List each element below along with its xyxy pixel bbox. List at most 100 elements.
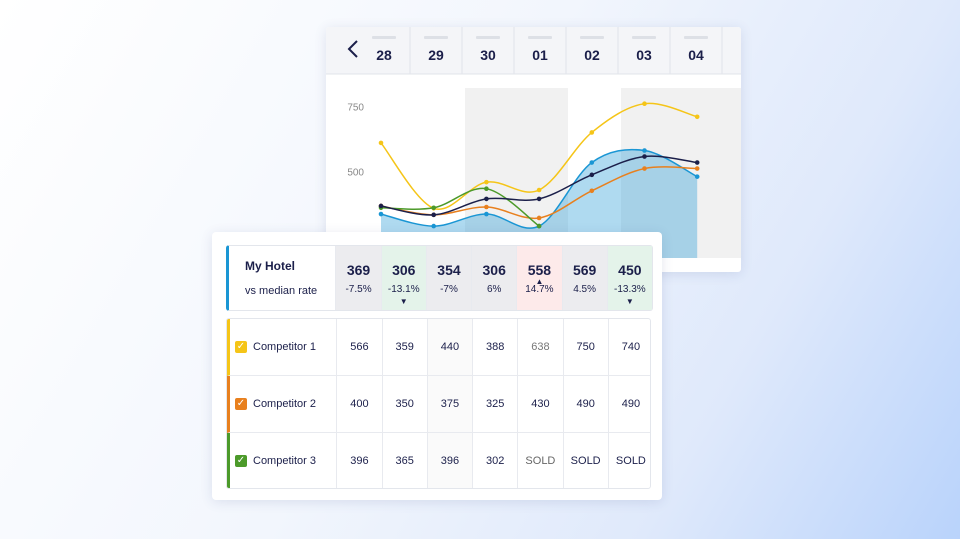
rate-cell: SOLD xyxy=(517,433,562,488)
chart-card: 28 29 30 01 02 03 04 500 750 xyxy=(326,27,741,272)
date-label: 28 xyxy=(376,47,392,63)
date-header xyxy=(326,27,741,74)
day-bar xyxy=(372,36,396,39)
rate-cell: 325 xyxy=(472,376,517,432)
y-tick-label: 750 xyxy=(347,102,364,113)
hotel-rate: 569 xyxy=(572,261,597,278)
day-bar xyxy=(684,36,708,39)
point xyxy=(694,114,700,120)
hotel-cell: 569 4.5% xyxy=(561,246,607,310)
rate-cell: 396 xyxy=(426,433,473,488)
rate-cell: 638 xyxy=(517,319,562,375)
rate-cell: 359 xyxy=(381,319,427,375)
point xyxy=(642,101,647,106)
competitor-label: ✓ Competitor 2 xyxy=(230,376,336,432)
weekend-shade xyxy=(621,88,741,258)
day-bar xyxy=(528,36,552,39)
rate-cell: 400 xyxy=(336,376,381,432)
hotel-cell: 354 -7% xyxy=(425,246,472,310)
rate-diff: 14.7% xyxy=(525,283,554,295)
hotel-cell: 369 -7.5% xyxy=(335,246,381,310)
hotel-rate: 354 xyxy=(437,261,461,278)
point xyxy=(642,154,647,159)
day-bar xyxy=(476,36,500,39)
y-tick-label: 500 xyxy=(347,168,364,179)
checkbox[interactable]: ✓ xyxy=(235,455,247,467)
rate-cell: 750 xyxy=(562,319,608,375)
day-bar xyxy=(580,36,604,39)
point xyxy=(484,179,489,185)
point xyxy=(536,196,542,202)
point xyxy=(431,212,436,218)
competitor-table: ✓ Competitor 1 566 359 440 388 638 750 740 ✓ Compe… xyxy=(226,318,651,489)
point xyxy=(484,186,489,191)
checkbox[interactable]: ✓ xyxy=(235,341,247,353)
point xyxy=(378,211,384,217)
hotel-cell: 558 14.7% ▲ xyxy=(516,246,562,310)
weekend-shade xyxy=(465,88,568,258)
point xyxy=(642,148,647,153)
point xyxy=(431,223,436,229)
rate-cell: 396 xyxy=(336,433,381,488)
date-label: 29 xyxy=(428,47,444,63)
hotel-cell: 306 -13.1% ▼ xyxy=(380,246,426,310)
point xyxy=(589,160,595,165)
rate-cell: 440 xyxy=(426,319,473,375)
date-label: 30 xyxy=(480,47,496,63)
hotel-rate: 306 xyxy=(482,261,506,278)
point xyxy=(589,188,595,194)
point xyxy=(484,196,489,202)
competitor-label: ✓ Competitor 3 xyxy=(230,433,336,488)
competitor-name: Competitor 3 xyxy=(253,455,316,467)
rate-cell: 375 xyxy=(426,376,473,432)
hotel-row: My Hotel vs median rate 369 -7.5% 306 -13.1% ▼… xyxy=(226,245,653,311)
rate-cell: 388 xyxy=(472,319,517,375)
rate-diff: -7.5% xyxy=(345,283,372,295)
point xyxy=(536,215,542,221)
line xyxy=(380,187,540,227)
trend-arrow: ▼ xyxy=(399,297,408,306)
rate-diff: 4.5% xyxy=(573,283,597,295)
point xyxy=(536,187,542,193)
rate-cell: 302 xyxy=(472,433,517,488)
point xyxy=(694,174,700,179)
rate-cell: 430 xyxy=(517,376,562,432)
hotel-rate: 369 xyxy=(346,261,371,278)
rate-diff: -13.3% xyxy=(614,283,646,295)
point xyxy=(378,203,384,209)
rate-diff: -7% xyxy=(440,283,458,295)
day-bar xyxy=(632,36,656,39)
point xyxy=(536,223,542,229)
rate-cell: SOLD xyxy=(607,433,650,488)
competitor-row: ✓ Competitor 3 396 365 396 302 SOLD SOLD SOLD xyxy=(227,433,650,488)
point xyxy=(694,160,700,165)
hotel-name: My Hotel xyxy=(245,259,296,273)
rate-cell: SOLD xyxy=(562,433,608,488)
checkbox[interactable]: ✓ xyxy=(235,398,247,410)
point xyxy=(484,211,489,217)
hotel-cell: 450 -13.3% ▼ xyxy=(606,246,652,310)
rate-cell: 365 xyxy=(381,433,427,488)
point xyxy=(642,166,647,171)
rate-cell: 490 xyxy=(562,376,608,432)
hotel-rate: 558 xyxy=(527,261,552,278)
back-button[interactable] xyxy=(347,40,358,58)
point xyxy=(589,130,595,135)
day-bar xyxy=(424,36,448,39)
rate-cell: 490 xyxy=(607,376,650,432)
competitor-label: ✓ Competitor 1 xyxy=(230,319,336,375)
area xyxy=(381,149,698,258)
date-label: 03 xyxy=(636,47,652,63)
point xyxy=(378,140,384,146)
hotel-subtitle: vs median rate xyxy=(245,285,318,297)
date-label: 04 xyxy=(688,47,704,63)
hotel-cell: 306 6% xyxy=(471,246,517,310)
hotel-rate: 306 xyxy=(392,261,416,278)
trend-arrow: ▼ xyxy=(625,297,634,306)
rate-cell: 566 xyxy=(336,319,381,375)
competitor-row: ✓ Competitor 1 566 359 440 388 638 750 740 xyxy=(227,319,650,376)
competitor-name: Competitor 2 xyxy=(253,398,316,410)
rate-table: My Hotel vs median rate 369 -7.5% 306 -13.1% ▼… xyxy=(212,232,662,500)
hotel-rate: 450 xyxy=(618,261,642,278)
